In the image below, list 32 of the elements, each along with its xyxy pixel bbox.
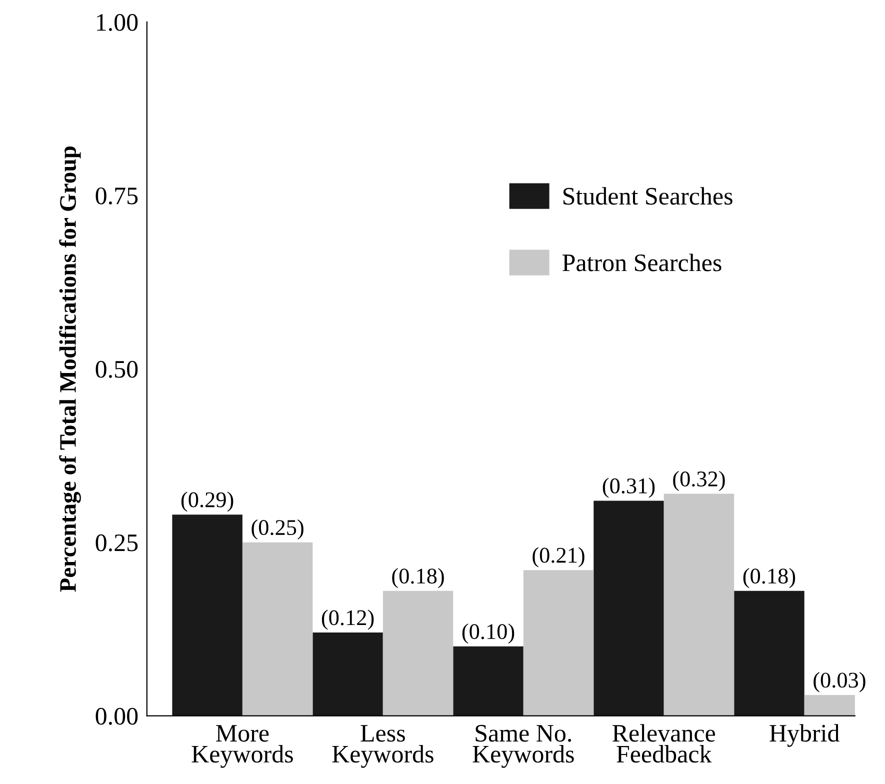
data-label: (0.31) — [602, 478, 655, 498]
bar — [312, 632, 383, 716]
data-label: (0.12) — [322, 610, 374, 630]
x-tick-label: Relevance Feedback — [612, 724, 716, 763]
y-axis-title: Percentage of Total Modifications for Group — [59, 146, 81, 592]
bar — [664, 494, 734, 716]
y-tick-label: 1.00 — [97, 14, 138, 31]
x-tick-label: More Keywords — [192, 725, 293, 768]
bar — [382, 590, 454, 716]
bar — [453, 646, 524, 716]
bar — [242, 542, 313, 716]
bar — [523, 570, 594, 716]
data-label: (0.18) — [743, 568, 796, 588]
y-tick-label: 0.75 — [96, 187, 138, 204]
y-tick-label: 0.50 — [96, 360, 138, 378]
data-label: (0.25) — [252, 519, 304, 540]
x-tick-label: Hybrid — [770, 724, 840, 747]
data-label: (0.32) — [673, 470, 725, 491]
data-label: (0.21) — [532, 547, 584, 568]
legend-label: Student Searches — [563, 187, 732, 205]
data-label: (0.10) — [462, 623, 514, 644]
data-label: (0.03) — [814, 672, 866, 692]
y-tick-label: 0.00 — [96, 708, 138, 725]
y-tick-label: 0.25 — [96, 534, 138, 552]
legend-label: Patron Searches — [562, 254, 722, 272]
bar — [594, 500, 664, 716]
data-label: (0.18) — [392, 568, 444, 588]
x-tick-label: Less Keywords — [332, 725, 434, 768]
x-tick-label: Same No. Keywords — [472, 724, 574, 768]
bar — [172, 514, 242, 716]
bar — [734, 590, 804, 716]
data-label: (0.29) — [181, 492, 234, 512]
